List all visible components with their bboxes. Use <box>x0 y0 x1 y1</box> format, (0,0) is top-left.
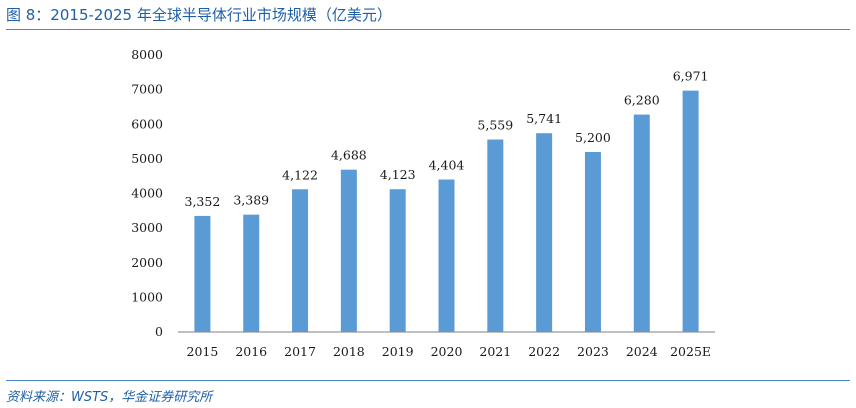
x-tick-label: 2019 <box>382 344 414 359</box>
x-tick-label: 2015 <box>187 344 219 359</box>
bar-2022 <box>536 133 553 332</box>
x-tick-label: 2024 <box>626 344 658 359</box>
bars <box>194 90 699 333</box>
data-label: 4,404 <box>429 158 465 173</box>
x-tick-label: 2017 <box>284 344 316 359</box>
y-axis: 0 1000 2000 3000 4000 5000 6000 7000 8000 <box>131 47 163 339</box>
data-label: 6,280 <box>624 93 660 108</box>
x-tick-label: 2025E <box>670 344 711 359</box>
y-tick-label: 6000 <box>131 116 163 131</box>
y-tick-label: 0 <box>155 324 163 339</box>
x-tick-label: 2023 <box>577 344 609 359</box>
bar-2023 <box>584 151 601 332</box>
x-tick-label: 2016 <box>235 344 267 359</box>
y-tick-label: 1000 <box>131 289 163 304</box>
source-note: 资料来源：WSTS，华金证券研究所 <box>6 390 213 405</box>
y-tick-label: 8000 <box>131 47 163 62</box>
bar-2025E <box>682 90 699 333</box>
bar-2024 <box>633 114 650 333</box>
figure-title: 图 8：2015-2025 年全球半导体行业市场规模（亿美元） <box>6 6 392 24</box>
data-label: 4,122 <box>282 167 318 182</box>
y-tick-label: 4000 <box>131 186 163 201</box>
y-tick-label: 7000 <box>131 82 163 97</box>
data-label: 5,200 <box>575 130 611 145</box>
data-label: 4,688 <box>331 148 367 163</box>
bar-2020 <box>438 179 455 332</box>
data-label: 5,741 <box>526 111 562 126</box>
data-label: 5,559 <box>477 118 513 133</box>
data-label: 4,123 <box>380 167 416 182</box>
bar-2021 <box>487 139 504 332</box>
y-tick-label: 5000 <box>131 151 163 166</box>
source-divider <box>6 380 850 381</box>
x-axis: 2015 2016 2017 2018 2019 2020 2021 2022 2023 2024… <box>178 331 715 359</box>
bar-2019 <box>389 189 406 332</box>
bar-2015 <box>194 215 211 332</box>
x-tick-label: 2018 <box>333 344 365 359</box>
y-tick-label: 3000 <box>131 220 163 235</box>
y-tick-label: 2000 <box>131 255 163 270</box>
title-divider <box>6 29 850 30</box>
data-labels: 3,352 3,389 4,122 4,688 4,123 4,404 5,559 5,741… <box>185 69 709 209</box>
data-label: 3,389 <box>233 193 269 208</box>
data-label: 6,971 <box>673 69 709 84</box>
x-tick-label: 2020 <box>431 344 463 359</box>
x-tick-label: 2022 <box>528 344 560 359</box>
x-tick-label: 2021 <box>479 344 511 359</box>
bar-2016 <box>243 214 260 332</box>
bar-2018 <box>340 169 357 332</box>
data-label: 3,352 <box>185 194 221 209</box>
bar-2017 <box>292 189 309 332</box>
